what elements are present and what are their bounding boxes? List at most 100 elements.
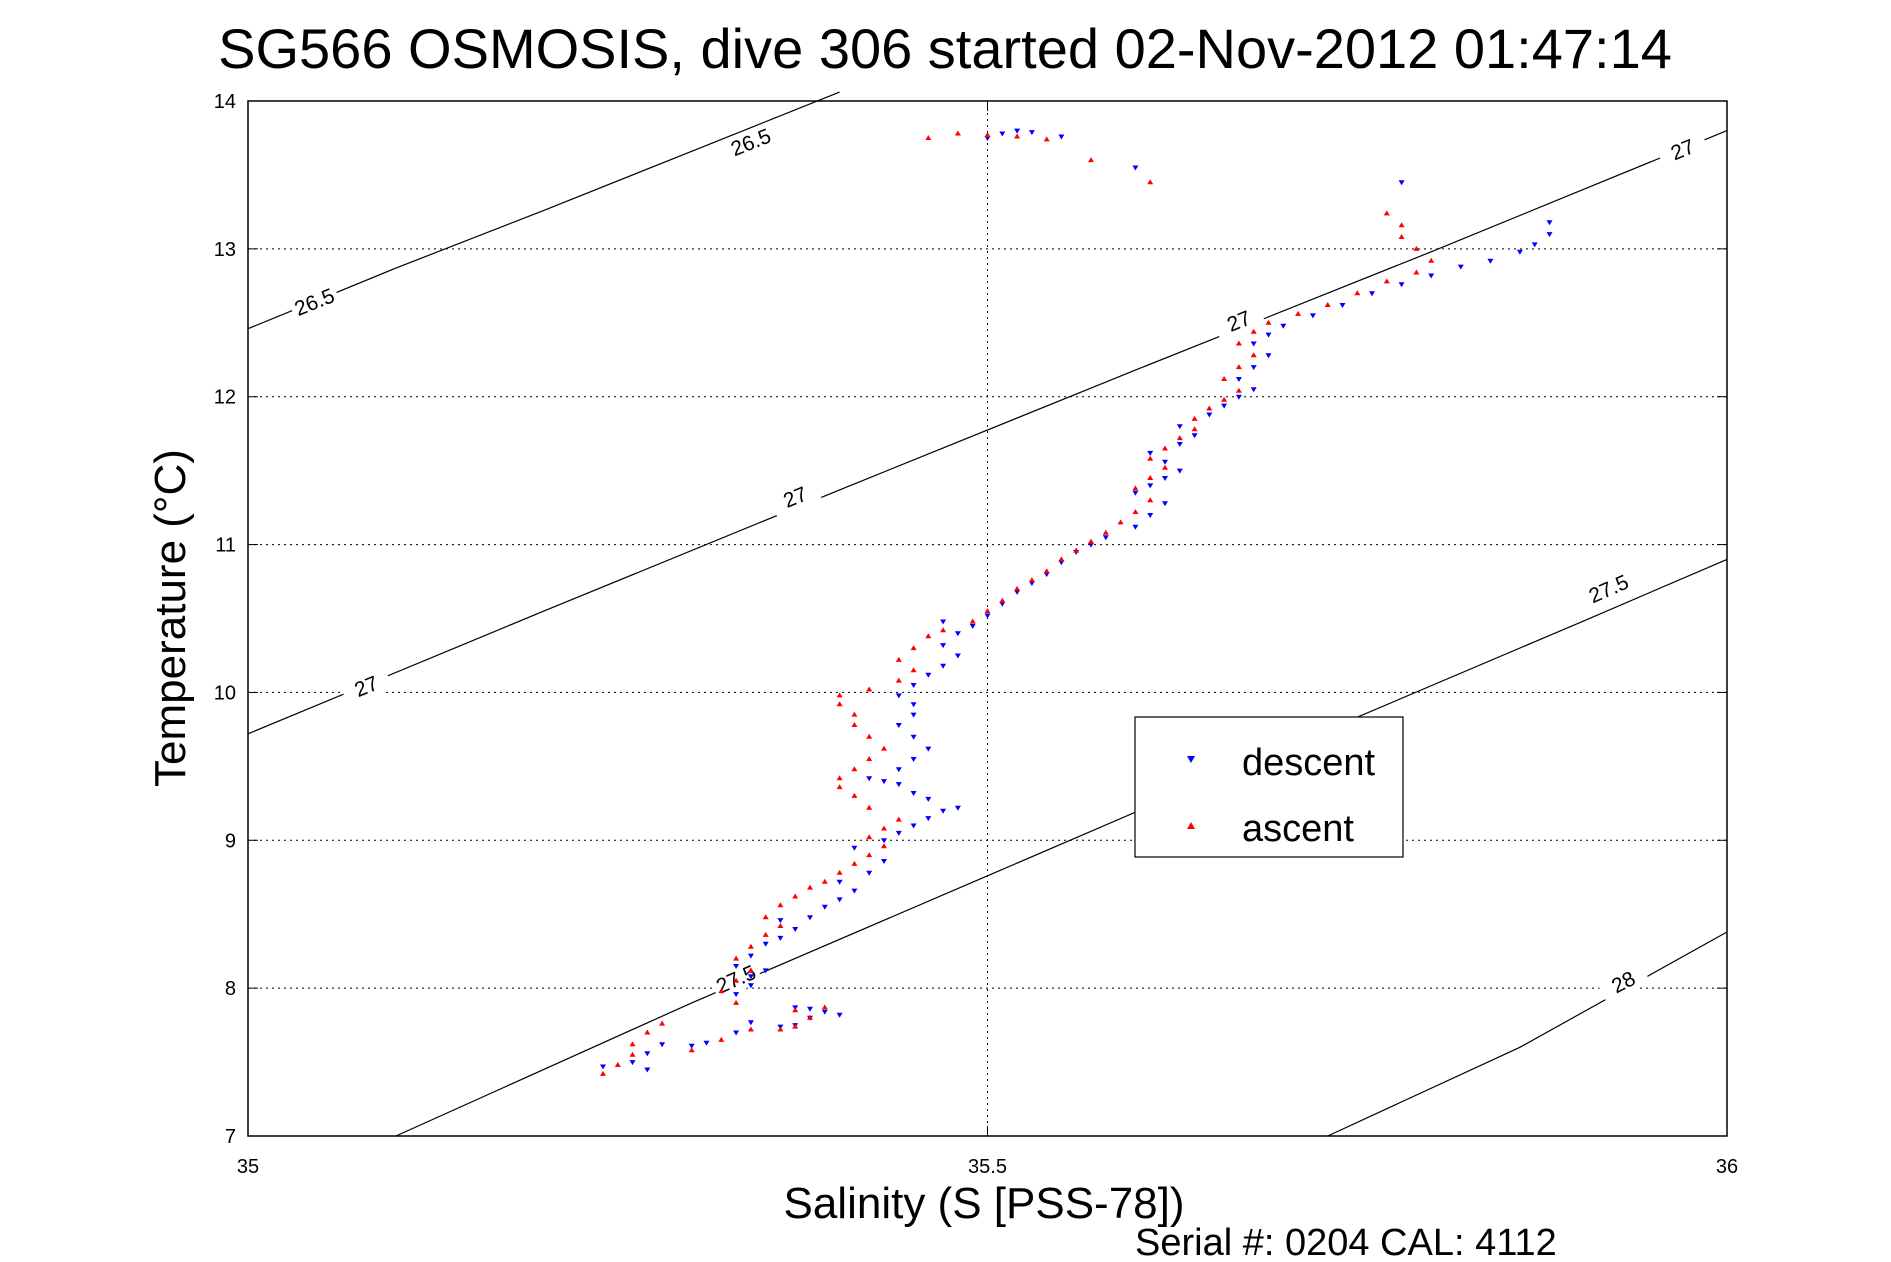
- ascent-point: [747, 967, 754, 973]
- ascent-point: [999, 597, 1006, 603]
- contour-label-bg: [724, 122, 778, 163]
- legend-ascent-marker: [1187, 822, 1195, 829]
- data-points: [600, 128, 1553, 1076]
- descent-point: [777, 918, 784, 924]
- descent-point: [940, 808, 947, 814]
- descent-point: [644, 1051, 651, 1057]
- ascent-point: [1324, 302, 1331, 307]
- ascent-point: [1398, 234, 1405, 239]
- contour-label-bg: [1581, 568, 1636, 610]
- ascent-point: [733, 999, 740, 1005]
- ascent-point: [1206, 405, 1213, 411]
- ascent-point: [1221, 396, 1228, 402]
- descent-point: [940, 619, 947, 625]
- descent-point: [733, 1030, 740, 1036]
- ascent-point: [866, 804, 873, 810]
- ascent-point: [866, 733, 873, 739]
- y-tick-label: 11: [215, 535, 236, 557]
- descent-point: [984, 613, 991, 619]
- y-tick-label: 7: [225, 1126, 236, 1148]
- ascent-point: [614, 1062, 621, 1067]
- legend: descent ascent: [1134, 716, 1404, 858]
- ascent-point: [1147, 497, 1154, 503]
- descent-point: [747, 1020, 754, 1026]
- descent-point: [1546, 232, 1553, 238]
- ascent-point: [777, 902, 784, 908]
- descent-point: [1546, 220, 1553, 226]
- ascent-point: [851, 722, 858, 727]
- ascent-point: [1250, 352, 1257, 358]
- x-axis-label: Salinity (S [PSS-78]): [783, 1179, 1184, 1228]
- descent-point: [1206, 412, 1213, 418]
- ascent-point: [984, 132, 991, 137]
- descent-point: [1235, 394, 1242, 400]
- ascent-point: [733, 977, 740, 983]
- ascent-point: [1191, 415, 1198, 421]
- ascent-point: [1235, 364, 1242, 370]
- descent-point: [1339, 303, 1346, 308]
- ascent-point: [1413, 245, 1420, 251]
- descent-point: [895, 723, 902, 728]
- ascent-point: [792, 1023, 799, 1029]
- descent-point: [1102, 535, 1109, 541]
- ascent-point: [629, 1051, 636, 1057]
- ascent-point: [718, 988, 725, 994]
- descent-point: [1028, 130, 1035, 136]
- ascent-point: [866, 852, 873, 858]
- descent-point: [762, 968, 769, 974]
- x-tick-label: 35.5: [968, 1156, 1007, 1178]
- descent-point: [1265, 353, 1272, 359]
- descent-point: [954, 805, 961, 811]
- ascent-point: [821, 878, 828, 884]
- descent-point: [644, 1067, 651, 1073]
- ascent-point: [807, 884, 813, 890]
- ascent-point: [1117, 519, 1124, 525]
- descent-point: [600, 1064, 606, 1070]
- ascent-point: [1147, 455, 1154, 461]
- ascent-point: [1058, 556, 1065, 562]
- descent-point: [733, 964, 740, 969]
- descent-point: [1516, 249, 1523, 255]
- ascent-point: [895, 816, 902, 822]
- ascent-point: [910, 667, 917, 673]
- ascent-point: [1428, 257, 1435, 263]
- axis-ticks: 35 35.5 36 7 8 9 10 11 12 13 14: [214, 91, 1738, 1178]
- ascent-point: [954, 130, 961, 136]
- ascent-point: [1235, 387, 1242, 393]
- descent-point: [1428, 273, 1435, 279]
- descent-point: [1147, 483, 1154, 489]
- descent-point: [925, 746, 932, 752]
- descent-point: [881, 779, 887, 785]
- y-tick-label: 9: [225, 830, 236, 852]
- ascent-point: [1162, 445, 1168, 451]
- ascent-point: [747, 943, 754, 949]
- ascent-point: [1147, 179, 1154, 185]
- ascent-point: [969, 618, 976, 624]
- ascent-point: [881, 843, 887, 849]
- descent-point: [1235, 377, 1242, 382]
- descent-point: [836, 879, 843, 885]
- y-axis-label: Temperature (°C): [146, 449, 195, 787]
- descent-point: [1250, 387, 1257, 393]
- descent-point: [807, 915, 813, 921]
- ascent-point: [836, 775, 843, 781]
- density-contour-line: [247, 130, 1728, 735]
- ascent-point: [851, 766, 858, 772]
- descent-point: [747, 953, 754, 959]
- ascent-point: [895, 677, 902, 683]
- density-contour-line: [1327, 931, 1728, 1137]
- ascent-point: [1383, 210, 1390, 216]
- y-tick-label: 14: [214, 91, 236, 113]
- descent-point: [1088, 542, 1094, 548]
- ascent-point: [792, 893, 799, 899]
- density-contour-line: [247, 91, 840, 330]
- descent-point: [1147, 513, 1154, 518]
- y-tick-label: 13: [214, 239, 236, 261]
- legend-descent-label: descent: [1242, 742, 1376, 784]
- descent-point: [1265, 332, 1272, 338]
- legend-box: [1134, 716, 1404, 858]
- descent-point: [940, 663, 947, 669]
- descent-point: [925, 796, 932, 802]
- descent-point: [910, 702, 917, 708]
- descent-point: [1014, 589, 1021, 595]
